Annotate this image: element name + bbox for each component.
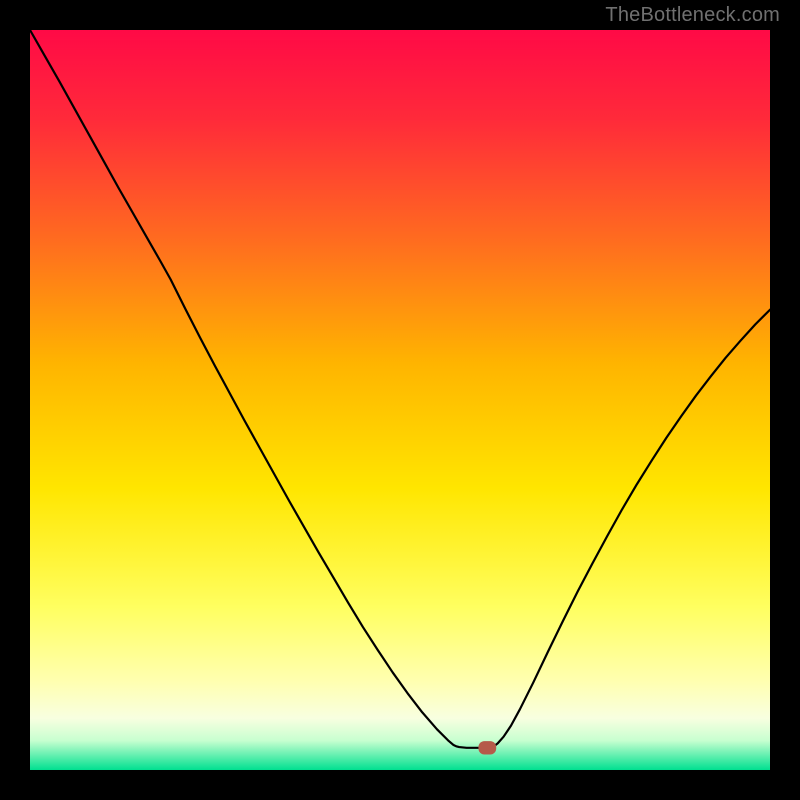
optimal-point-marker	[478, 741, 496, 754]
chart-container: TheBottleneck.com	[0, 0, 800, 800]
chart-background	[30, 30, 770, 770]
bottleneck-chart	[0, 0, 800, 800]
watermark-text: TheBottleneck.com	[605, 4, 780, 27]
